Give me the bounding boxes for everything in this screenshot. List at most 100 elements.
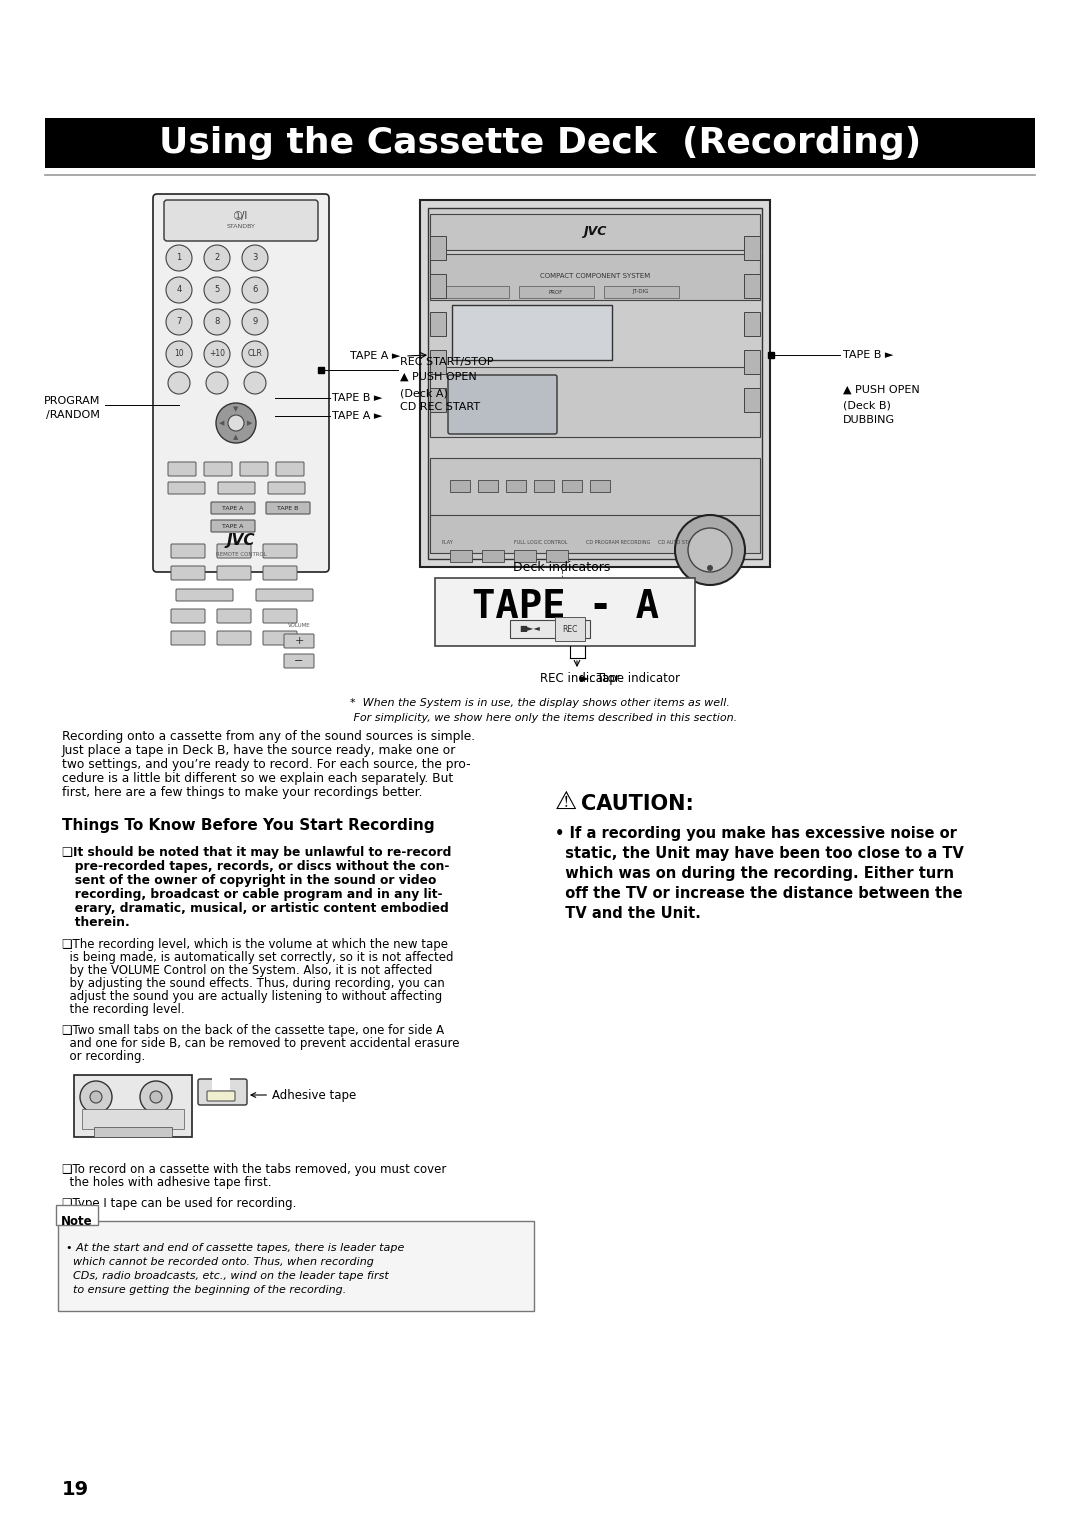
Bar [744,235,760,260]
Text: TAPE A ►: TAPE A ► [332,411,382,422]
Circle shape [166,341,192,367]
Text: JT-DIG: JT-DIG [633,289,649,295]
FancyBboxPatch shape [217,565,251,581]
Text: DUBBING: DUBBING [843,416,895,425]
Text: which was on during the recording. Either turn: which was on during the recording. Eithe… [555,866,954,882]
Text: first, here are a few things to make your recordings better.: first, here are a few things to make you… [62,785,422,799]
FancyBboxPatch shape [211,520,255,532]
FancyBboxPatch shape [171,544,205,558]
Text: 2: 2 [214,254,219,263]
Bar [744,350,760,374]
FancyBboxPatch shape [217,631,251,645]
Text: is being made, is automatically set correctly, so it is not affected: is being made, is automatically set corr… [62,950,454,964]
Bar [450,480,470,492]
Circle shape [140,1080,172,1112]
Text: VOLUME: VOLUME [287,623,310,628]
Text: *  When the System is in use, the display shows other items as well.: * When the System is in use, the display… [350,698,730,707]
Text: Note: Note [62,1215,93,1229]
Text: STANDBY: STANDBY [227,223,256,229]
Text: to ensure getting the beginning of the recording.: to ensure getting the beginning of the r… [66,1285,347,1296]
Text: ◀: ◀ [219,420,225,426]
Text: off the TV or increase the distance between the: off the TV or increase the distance betw… [555,886,962,902]
Text: PROF: PROF [549,289,563,295]
Text: ▲: ▲ [233,434,239,440]
Circle shape [204,277,230,303]
Bar [428,208,762,559]
Circle shape [168,371,190,394]
Bar [75,1076,192,1137]
Text: the holes with adhesive tape first.: the holes with adhesive tape first. [62,1177,271,1189]
Text: ❑Two small tabs on the back of the cassette tape, one for side A: ❑Two small tabs on the back of the casse… [62,1024,444,1038]
Text: erary, dramatic, musical, or artistic content embodied: erary, dramatic, musical, or artistic co… [62,902,449,915]
Text: ▼: ▼ [233,406,239,413]
Text: TAPE B: TAPE B [278,506,299,510]
FancyBboxPatch shape [256,588,313,601]
Bar [507,480,526,492]
FancyBboxPatch shape [171,610,205,623]
Text: Using the Cassette Deck  (Recording): Using the Cassette Deck (Recording) [159,125,921,160]
FancyBboxPatch shape [168,461,195,477]
Text: pre-recorded tapes, records, or discs without the con-: pre-recorded tapes, records, or discs wi… [62,860,449,872]
Text: the recording level.: the recording level. [62,1002,185,1016]
FancyBboxPatch shape [268,481,305,494]
FancyBboxPatch shape [266,503,310,513]
Text: ➀/I: ➀/I [234,211,248,222]
Text: 10: 10 [174,350,184,359]
Text: CAUTION:: CAUTION: [581,795,693,814]
Text: JVC: JVC [227,532,255,547]
Text: ⚠: ⚠ [555,790,578,814]
Text: 4: 4 [176,286,181,295]
Text: ❑The recording level, which is the volume at which the new tape: ❑The recording level, which is the volum… [62,938,448,950]
Bar [82,1109,184,1129]
Bar [45,118,1035,168]
Text: TAPE A: TAPE A [222,524,244,529]
FancyBboxPatch shape [240,461,268,477]
Text: +10: +10 [210,350,225,359]
Bar [434,286,509,298]
Bar [482,550,504,562]
Text: by the VOLUME Control on the System. Also, it is not affected: by the VOLUME Control on the System. Als… [62,964,432,976]
Circle shape [244,371,266,394]
Circle shape [242,277,268,303]
Bar [430,367,760,437]
Text: 5: 5 [214,286,219,295]
Bar [744,388,760,413]
Text: by adjusting the sound effects. Thus, during recording, you can: by adjusting the sound effects. Thus, du… [62,976,445,990]
Text: ►: Tape indicator: ►: Tape indicator [580,672,680,685]
Bar [510,620,590,639]
Text: ■►◄: ■►◄ [519,625,540,634]
Circle shape [166,244,192,270]
Bar [94,1128,172,1137]
Text: • At the start and end of cassette tapes, there is leader tape: • At the start and end of cassette tapes… [66,1242,404,1253]
Bar [430,254,760,299]
FancyBboxPatch shape [56,1206,98,1225]
Text: JVC: JVC [583,226,607,238]
Text: or recording.: or recording. [62,1050,145,1063]
Text: TV and the Unit.: TV and the Unit. [555,906,701,921]
Text: FULL LOGIC CONTROL: FULL LOGIC CONTROL [514,541,567,545]
Bar [58,1221,534,1311]
Circle shape [675,515,745,585]
Bar [546,550,568,562]
Bar [430,214,760,251]
Text: REC START/STOP: REC START/STOP [400,358,494,367]
Circle shape [90,1091,102,1103]
Bar [430,458,760,520]
Text: 6: 6 [253,286,258,295]
Text: For simplicity, we show here only the items described in this section.: For simplicity, we show here only the it… [343,714,737,723]
Text: (Deck A): (Deck A) [400,390,448,399]
FancyBboxPatch shape [284,634,314,648]
Bar [562,480,582,492]
Bar [430,312,446,336]
Text: sent of the owner of copyright in the sound or video: sent of the owner of copyright in the so… [62,874,436,886]
FancyBboxPatch shape [171,631,205,645]
Text: REC indicator: REC indicator [540,672,620,685]
Text: PLAY: PLAY [442,541,454,545]
Text: PROGRAM
/RANDOM: PROGRAM /RANDOM [43,396,100,420]
Circle shape [166,309,192,335]
FancyBboxPatch shape [218,481,255,494]
Circle shape [707,565,713,571]
Bar [534,480,554,492]
FancyBboxPatch shape [264,631,297,645]
Text: ▲ PUSH OPEN: ▲ PUSH OPEN [843,385,920,396]
